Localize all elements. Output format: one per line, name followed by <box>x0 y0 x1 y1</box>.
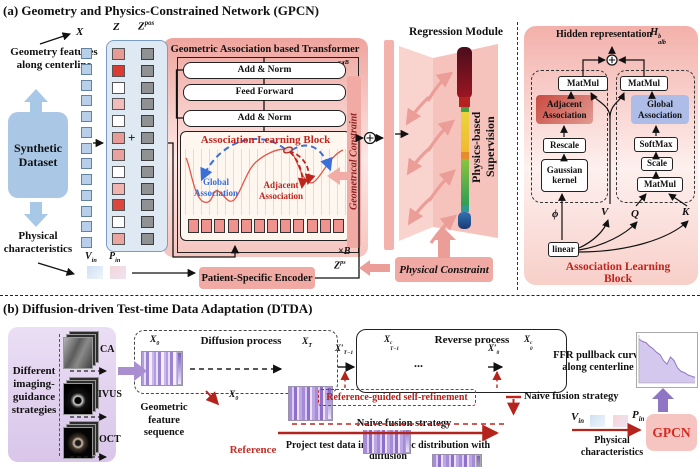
x0-symbol: X0 <box>150 335 160 347</box>
adjacent-association-label: Adjacent Association <box>258 180 303 201</box>
physical-constraint-node: Physical Constraint <box>395 257 493 282</box>
zpos-symbol: Zpos <box>138 20 155 33</box>
ivus-label: IVUS <box>98 389 122 400</box>
attention-point-marker <box>283 146 293 154</box>
times-b-label: ×B <box>338 246 351 257</box>
k-symbol: K <box>682 206 690 218</box>
ffr-caption: FFR pullback curve along centerline <box>553 349 643 373</box>
diffusion-process-label: Diffusion process <box>200 334 282 347</box>
matmul-left-node: MatMul <box>558 76 608 91</box>
ffr-area <box>638 339 696 383</box>
zps-symbol: Zps <box>334 259 346 272</box>
ffr-chart-plot <box>638 335 696 384</box>
ca-label: CA <box>100 344 115 355</box>
oct-label: OCT <box>99 434 121 445</box>
xc-mid-sequence-image <box>432 454 482 467</box>
zpos-token-column <box>141 48 155 245</box>
x-feature-column <box>81 48 93 248</box>
pin-symbol: Pin <box>109 251 121 264</box>
panel-b-title: (b) Diffusion-driven Test-time Data Adap… <box>3 301 313 316</box>
ffr-chart <box>636 332 698 388</box>
adjacent-association-arc-2 <box>288 150 316 185</box>
xt-symbol: XT <box>302 337 312 349</box>
linear-node: linear <box>548 242 579 257</box>
adjacent-branch-group <box>531 70 608 203</box>
transformer-title: Geometric Association based Transformer <box>170 43 360 55</box>
feed-forward-node: Feed Forward <box>183 84 346 101</box>
section-divider <box>0 295 700 296</box>
geometric-feature-sequence-label: Geometric feature sequence <box>140 402 188 439</box>
alb-token-row <box>188 219 344 234</box>
pin-b-swatch <box>613 415 628 427</box>
vin-swatch <box>87 266 103 279</box>
global-association-node: Global Association <box>631 95 689 124</box>
z-symbol: Z <box>113 21 120 33</box>
vessel-colormap <box>457 47 472 229</box>
gaussian-kernel-node: Gaussian kernel <box>541 159 588 192</box>
x-symbol: X <box>76 26 84 38</box>
gpcn-node: GPCN <box>646 414 697 451</box>
reverse-process-group <box>356 329 567 393</box>
scale-node: Scale <box>641 157 673 171</box>
vin-b-symbol: Vin <box>571 411 585 426</box>
ivus-image-stack <box>63 377 99 415</box>
vin-b-swatch <box>590 415 605 427</box>
panel-a-divider <box>517 22 518 290</box>
reverse-process-label: Reverse process <box>434 333 510 346</box>
ffr-line <box>638 338 696 378</box>
panel-a-title: (a) Geometry and Physics-Constrained Net… <box>3 3 319 18</box>
pointer-arrow-icon <box>327 167 351 185</box>
alb-detail-caption: Association Learning Block <box>565 261 671 285</box>
vin-symbol: Vin <box>85 251 97 264</box>
physical-characteristics-b-label: Physical characteristics <box>580 434 644 458</box>
plus-sign: + <box>128 130 136 145</box>
alb-title: Association Learning Block <box>200 133 331 146</box>
physics-supervision-label: Physics-based Supervision <box>468 111 497 183</box>
add-norm-2-node: Add & Norm <box>183 110 346 127</box>
reference-guided-label: Reference-guided self-refinement <box>318 389 476 406</box>
adjacent-association-arc <box>289 151 309 190</box>
global-association-label: Global Association <box>193 177 238 198</box>
xprime0-symbol: X′0 <box>488 343 500 356</box>
imaging-strategies-label: Different imaging- guidance strategies <box>11 365 57 416</box>
modality-divider <box>59 334 60 456</box>
adjacent-association-node: Adjacent Association <box>536 95 593 124</box>
naive-fusion-mid-label: Naive fusion strategy <box>344 417 464 430</box>
z-token-column <box>112 48 126 245</box>
hidden-representation-label: Hidden representation <box>556 29 653 40</box>
geometry-features-label: Geometry features along centerline <box>10 46 98 71</box>
rescale-node: Rescale <box>543 138 586 153</box>
phi-symbol: ϕ <box>552 208 559 220</box>
softmax-node: SoftMax <box>634 137 678 152</box>
reference-label: Reference <box>229 443 277 456</box>
pin-b-symbol: Pin <box>632 409 645 424</box>
xt-sequence-image <box>288 386 333 421</box>
x0-ref-symbol: X0 <box>229 390 239 402</box>
physical-characteristics-label: Physical characteristics <box>3 230 73 255</box>
patient-specific-encoder-node: Patient-Specific Encoder <box>199 267 315 289</box>
add-norm-1-node: Add & Norm <box>183 62 346 79</box>
matmul-right-node: MatMul <box>620 76 668 91</box>
pin-swatch <box>110 266 126 279</box>
v-symbol: V <box>601 206 609 218</box>
q-symbol: Q <box>631 208 639 220</box>
matmul-bottom-node: MatMul <box>637 177 683 192</box>
ellipsis: ... <box>414 356 423 370</box>
xprime-t1-symbol: X′T−1 <box>335 343 354 356</box>
oct-image-stack <box>63 421 99 459</box>
naive-fusion-right-label: Naive fusion strategy <box>524 391 619 402</box>
global-branch-group <box>616 70 695 203</box>
regression-module-title: Regression Module <box>408 26 504 38</box>
synthetic-dataset-node: Synthetic Dataset <box>8 112 68 198</box>
ca-image-stack <box>63 331 99 369</box>
